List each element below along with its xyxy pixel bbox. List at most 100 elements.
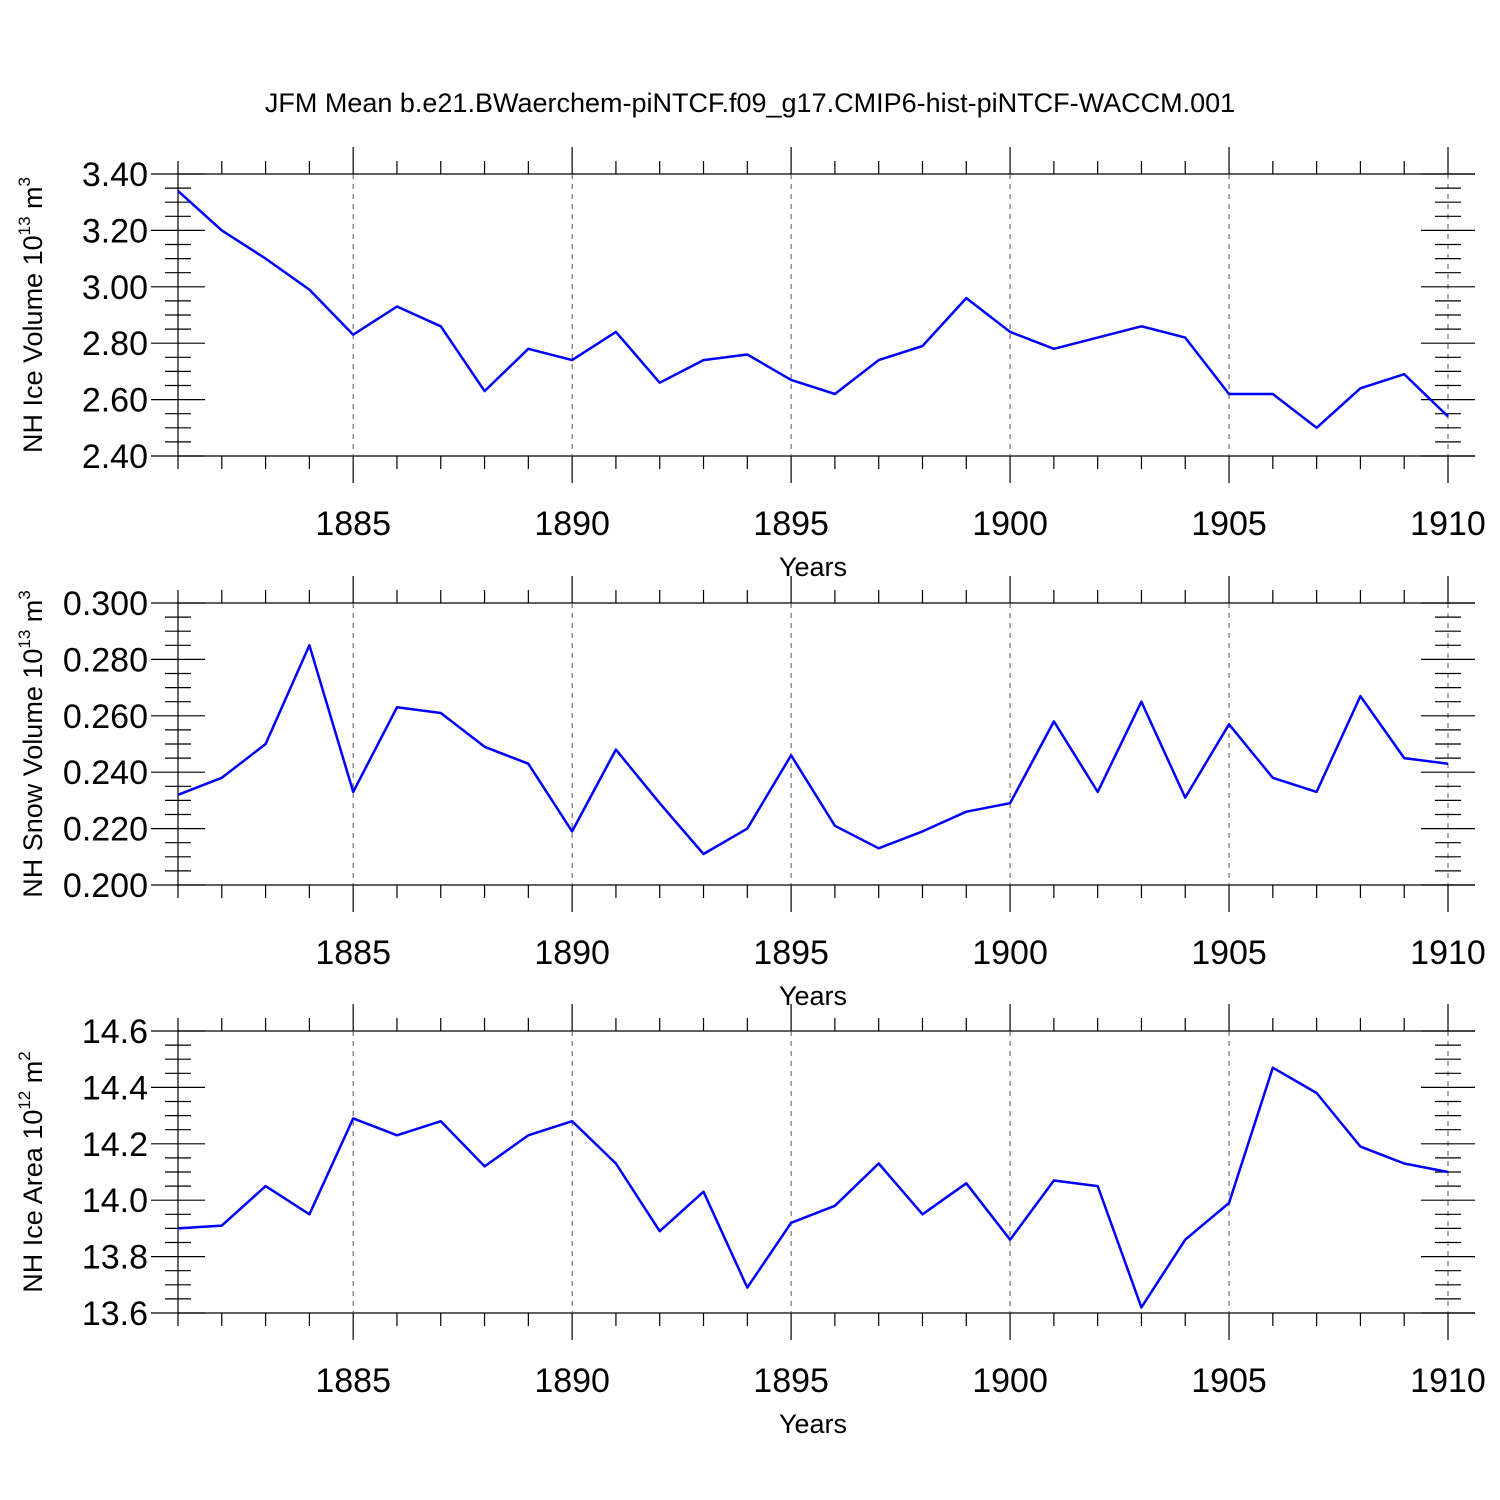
y-tick-label: 0.300 bbox=[63, 585, 148, 623]
data-point bbox=[264, 257, 268, 261]
data-point bbox=[1008, 1238, 1012, 1242]
data-point bbox=[1139, 700, 1143, 704]
data-point bbox=[1183, 1238, 1187, 1242]
data-point bbox=[1139, 324, 1143, 328]
y-tick-label: 2.40 bbox=[82, 438, 148, 476]
series-line bbox=[177, 1066, 1449, 1309]
data-point bbox=[789, 1221, 793, 1225]
y-axis-label: NH Ice Volume 1013 m3 bbox=[15, 177, 48, 453]
data-point bbox=[1315, 1091, 1319, 1095]
data-point bbox=[1446, 762, 1450, 766]
x-tick-label: 1900 bbox=[972, 1362, 1048, 1400]
y-tick-label: 2.80 bbox=[82, 325, 148, 363]
y-tick-label: 0.260 bbox=[63, 698, 148, 736]
y-tick-label: 0.280 bbox=[63, 641, 148, 679]
data-point bbox=[833, 1204, 837, 1208]
data-point bbox=[395, 305, 399, 309]
data-point bbox=[176, 189, 180, 193]
data-point bbox=[1227, 722, 1231, 726]
data-point bbox=[176, 793, 180, 797]
data-point bbox=[1402, 372, 1406, 376]
data-point bbox=[877, 846, 881, 850]
data-point bbox=[1183, 796, 1187, 800]
data-point bbox=[964, 1181, 968, 1185]
data-point bbox=[220, 776, 224, 780]
data-point bbox=[1227, 1201, 1231, 1205]
data-point bbox=[570, 358, 574, 362]
data-point bbox=[1271, 1066, 1275, 1070]
panel-2: 1885 1890 1895 1900 1905 1910 Years 0.200 0.220 0… bbox=[15, 576, 1486, 1011]
y-tick-label: 14.2 bbox=[82, 1126, 148, 1164]
data-point bbox=[833, 824, 837, 828]
data-point bbox=[483, 1164, 487, 1168]
y-tick-label: 0.200 bbox=[63, 867, 148, 905]
y-tick-label: 14.0 bbox=[82, 1182, 148, 1220]
data-point bbox=[1358, 694, 1362, 698]
data-point bbox=[964, 296, 968, 300]
y-tick-label: 3.00 bbox=[82, 269, 148, 307]
data-point bbox=[351, 1116, 355, 1120]
x-tick-label: 1890 bbox=[534, 1362, 610, 1400]
x-axis-label: Years bbox=[779, 1409, 847, 1439]
x-tick-label: 1885 bbox=[315, 1362, 391, 1400]
data-point bbox=[745, 352, 749, 356]
y-tick-label: 14.4 bbox=[82, 1069, 148, 1107]
data-point bbox=[1271, 776, 1275, 780]
data-point bbox=[1446, 1170, 1450, 1174]
data-point bbox=[526, 347, 530, 351]
figure-title: JFM Mean b.e21.BWaerchem-piNTCF.f09_g17.… bbox=[265, 88, 1235, 118]
y-tick-label: 13.8 bbox=[82, 1239, 148, 1277]
data-point bbox=[1052, 719, 1056, 723]
y-tick-label: 0.220 bbox=[63, 811, 148, 849]
data-point bbox=[264, 742, 268, 746]
data-point bbox=[1139, 1305, 1143, 1309]
y-axis-label: NH Snow Volume 1013 m3 bbox=[15, 590, 48, 898]
data-point bbox=[570, 1119, 574, 1123]
data-point bbox=[526, 762, 530, 766]
data-point bbox=[920, 344, 924, 348]
x-tick-label: 1900 bbox=[972, 505, 1048, 543]
data-point bbox=[920, 1212, 924, 1216]
data-point bbox=[439, 711, 443, 715]
data-point bbox=[1052, 347, 1056, 351]
data-point bbox=[1096, 790, 1100, 794]
x-tick-label: 1910 bbox=[1410, 1362, 1486, 1400]
y-axis-label: NH Ice Area 1012 m2 bbox=[15, 1051, 48, 1292]
data-point bbox=[1402, 1162, 1406, 1166]
data-point bbox=[920, 829, 924, 833]
data-point bbox=[395, 1133, 399, 1137]
data-point bbox=[658, 801, 662, 805]
x-tick-label: 1895 bbox=[753, 934, 829, 972]
data-point bbox=[964, 810, 968, 814]
data-point bbox=[307, 288, 311, 292]
data-point bbox=[351, 333, 355, 337]
data-point bbox=[877, 358, 881, 362]
data-point bbox=[789, 753, 793, 757]
data-point bbox=[1183, 336, 1187, 340]
data-point bbox=[1096, 336, 1100, 340]
y-tick-label: 3.20 bbox=[82, 212, 148, 250]
data-point bbox=[833, 392, 837, 396]
data-point bbox=[1227, 392, 1231, 396]
data-point bbox=[1096, 1184, 1100, 1188]
data-point bbox=[483, 389, 487, 393]
data-point bbox=[658, 1229, 662, 1233]
x-tick-label: 1910 bbox=[1410, 934, 1486, 972]
data-point bbox=[1358, 1145, 1362, 1149]
data-point bbox=[351, 790, 355, 794]
x-tick-label: 1905 bbox=[1191, 505, 1267, 543]
data-point bbox=[1315, 426, 1319, 430]
data-point bbox=[1052, 1178, 1056, 1182]
data-point bbox=[307, 643, 311, 647]
data-point bbox=[439, 324, 443, 328]
data-point bbox=[176, 1226, 180, 1230]
x-tick-label: 1885 bbox=[315, 934, 391, 972]
x-tick-label: 1885 bbox=[315, 505, 391, 543]
series-line bbox=[177, 644, 1449, 856]
data-point bbox=[483, 745, 487, 749]
data-point bbox=[702, 1190, 706, 1194]
x-tick-label: 1905 bbox=[1191, 1362, 1267, 1400]
data-point bbox=[1008, 330, 1012, 334]
x-tick-label: 1900 bbox=[972, 934, 1048, 972]
